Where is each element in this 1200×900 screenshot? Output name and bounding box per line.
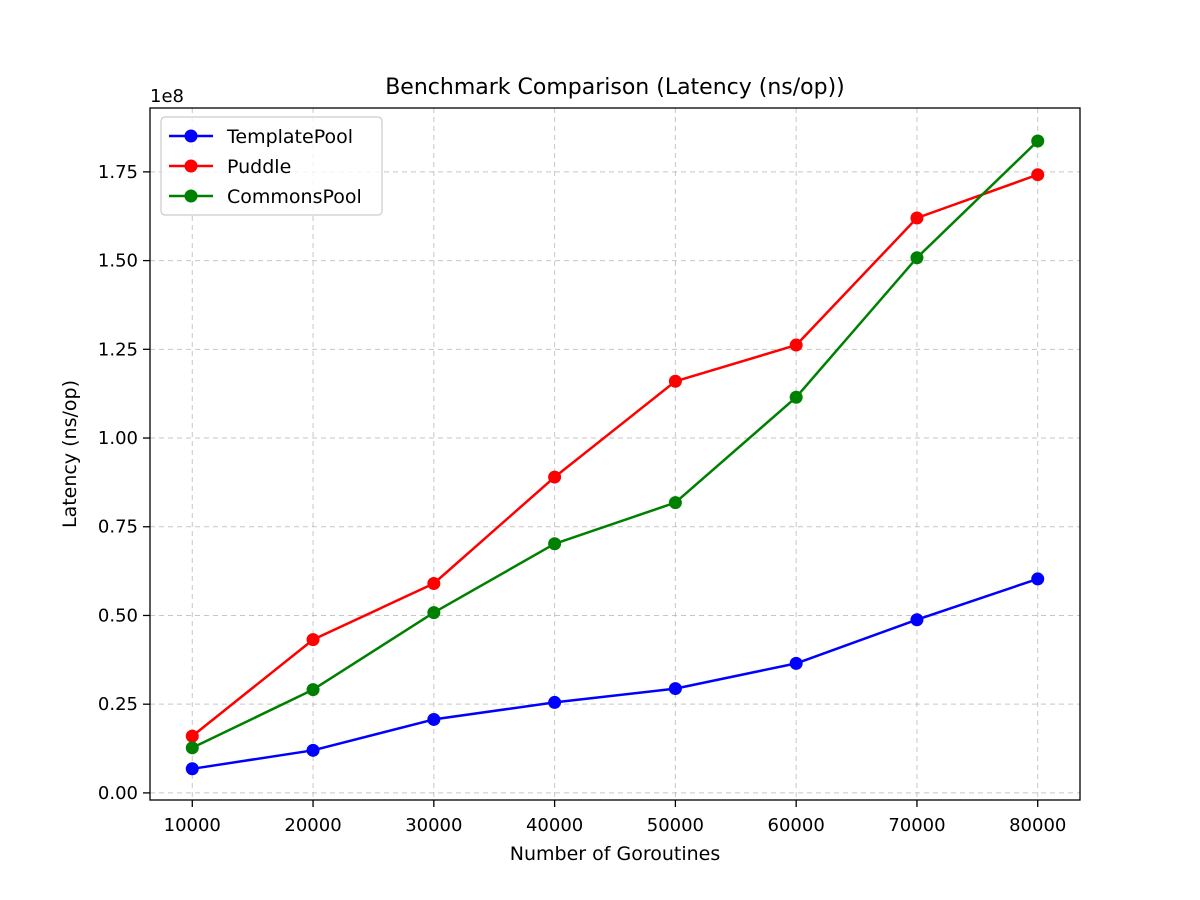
x-tick-label: 50000 <box>647 815 704 836</box>
data-point-commonspool <box>789 390 803 404</box>
y-tick-label: 0.75 <box>98 517 138 538</box>
y-tick-label: 1.25 <box>98 339 138 360</box>
y-axis: 0.00 0.25 0.50 0.75 1.00 1.25 1.50 1.75 <box>98 162 150 804</box>
legend: TemplatePool Puddle CommonsPool <box>160 116 383 216</box>
series-group <box>185 134 1045 776</box>
series-line-commonspool <box>191 140 1039 749</box>
data-point-commonspool <box>1031 134 1045 148</box>
series-line-puddle <box>191 173 1039 738</box>
data-point-templatepool <box>1031 572 1045 586</box>
data-point-templatepool <box>789 656 803 670</box>
y-axis-offset-label: 1e8 <box>150 86 184 107</box>
data-point-commonspool <box>427 606 441 620</box>
legend-label: CommonsPool <box>227 186 362 208</box>
data-point-templatepool <box>306 743 320 757</box>
y-tick-label: 1.50 <box>98 251 138 272</box>
x-tick-label: 60000 <box>768 815 825 836</box>
data-point-puddle <box>910 211 924 225</box>
y-tick-label: 1.00 <box>98 428 138 449</box>
data-point-puddle <box>185 729 199 743</box>
data-point-templatepool <box>427 712 441 726</box>
legend-box <box>160 116 383 216</box>
legend-marker <box>184 159 198 173</box>
legend-label: TemplatePool <box>226 126 353 148</box>
series-line-templatepool <box>192 577 1039 771</box>
legend-label: Puddle <box>227 156 291 178</box>
x-tick-label: 20000 <box>284 815 341 836</box>
legend-items: TemplatePool Puddle CommonsPool <box>169 126 362 208</box>
data-point-templatepool <box>185 762 199 776</box>
data-point-templatepool <box>668 682 682 696</box>
x-tick-label: 80000 <box>1009 815 1066 836</box>
data-point-commonspool <box>306 683 320 697</box>
plot-frame <box>149 107 1081 801</box>
chart-title: Benchmark Comparison (Latency (ns/op)) <box>385 75 845 100</box>
legend-marker <box>184 129 198 143</box>
data-point-puddle <box>668 374 682 388</box>
x-axis: 10000 20000 30000 40000 50000 60000 70000 80000 <box>164 800 1066 836</box>
data-point-commonspool <box>668 496 682 510</box>
x-axis-title: Number of Goroutines <box>510 843 720 865</box>
x-tick-label: 30000 <box>405 815 462 836</box>
data-point-puddle <box>789 338 803 352</box>
data-point-commonspool <box>910 251 924 265</box>
y-tick-label: 0.25 <box>98 694 138 715</box>
data-point-templatepool <box>910 613 924 627</box>
y-tick-label: 0.50 <box>98 605 138 626</box>
data-point-puddle <box>548 470 562 484</box>
data-point-puddle <box>306 633 320 647</box>
y-axis-title: Latency (ns/op) <box>59 380 81 528</box>
data-point-puddle <box>427 577 441 591</box>
y-tick-label: 1.75 <box>98 162 138 183</box>
data-point-commonspool <box>185 741 199 755</box>
data-point-templatepool <box>548 695 562 709</box>
x-tick-label: 40000 <box>526 815 583 836</box>
grid <box>150 108 1080 800</box>
data-point-commonspool <box>548 537 562 551</box>
x-tick-label: 10000 <box>164 815 221 836</box>
y-tick-label: 0.00 <box>98 783 138 804</box>
x-tick-label: 70000 <box>888 815 945 836</box>
data-point-puddle <box>1031 168 1045 182</box>
legend-marker <box>184 189 198 203</box>
